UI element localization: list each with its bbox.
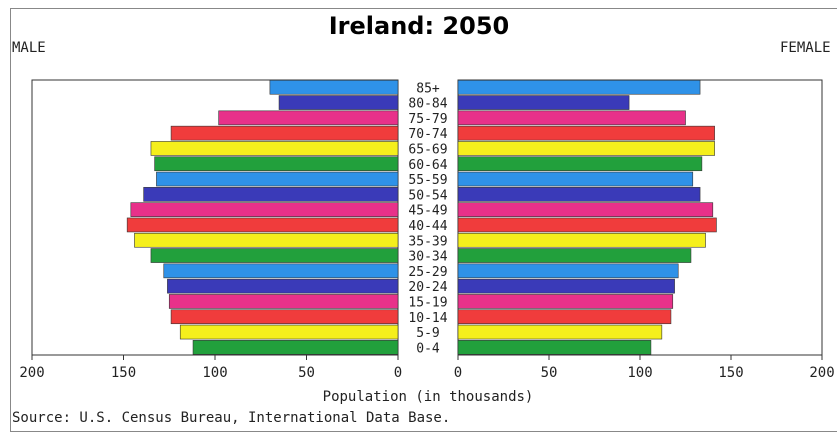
male-bar-25-29 [163,263,399,279]
male-bar-65-69 [150,141,399,156]
female-bar-70-74 [457,125,715,141]
female-bar-10-14 [457,309,672,325]
age-group-label: 10-14 [408,311,447,326]
female-tick-label: 150 [718,365,743,381]
female-bar-30-34 [457,248,692,263]
female-bar-65-69 [457,141,715,156]
male-bar-10-14 [170,309,399,325]
age-group-label: 25-29 [408,265,447,280]
male-bar-50-54 [143,187,399,202]
female-bar-40-44 [457,217,717,233]
age-group-label: 40-44 [408,219,447,234]
male-bar-55-59 [156,171,399,187]
age-group-label: 5-9 [416,326,439,341]
male-bar-5-9 [179,324,399,340]
male-bar-15-19 [168,294,399,309]
male-bar-75-79 [218,110,399,126]
female-label: FEMALE [780,40,831,56]
male-bar-60-64 [154,156,399,172]
female-bar-0-4 [457,340,652,355]
male-tick-label: 200 [19,365,44,381]
age-group-label: 30-34 [408,250,447,265]
male-tick-label: 50 [298,365,315,381]
source-note: Source: U.S. Census Bureau, Internationa… [12,410,451,426]
male-bar-80-84 [278,95,399,110]
age-group-label: 80-84 [408,97,447,112]
age-group-label: 60-64 [408,158,447,173]
x-axis-label: Population (in thousands) [323,389,534,405]
male-bar-0-4 [192,340,399,355]
female-tick-label: 100 [627,365,652,381]
female-bar-50-54 [457,187,701,202]
age-group-label: 70-74 [408,127,447,142]
age-group-label: 45-49 [408,204,447,219]
female-bar-75-79 [457,110,686,126]
female-bar-5-9 [457,324,663,340]
male-bar-30-34 [150,248,399,263]
female-bar-20-24 [457,278,675,294]
female-tick-label: 200 [809,365,834,381]
age-group-label: 75-79 [408,112,447,127]
female-bar-25-29 [457,263,679,279]
age-group-label: 85+ [416,81,440,96]
male-bar-40-44 [126,217,399,233]
male-bar-85+ [269,79,399,95]
male-tick-label: 100 [202,365,227,381]
female-bar-35-39 [457,232,706,248]
female-bar-80-84 [457,95,630,110]
male-bar-70-74 [170,125,399,141]
male-tick-label: 0 [394,365,402,381]
age-group-label: 65-69 [408,142,447,157]
age-group-label: 20-24 [408,280,447,295]
male-bar-45-49 [130,202,399,217]
age-group-label: 55-59 [408,173,447,188]
male-bar-20-24 [167,278,399,294]
male-label: MALE [12,40,46,56]
female-bar-60-64 [457,156,703,172]
female-bar-85+ [457,79,701,95]
male-tick-label: 150 [111,365,136,381]
female-bar-15-19 [457,294,674,309]
female-tick-label: 0 [454,365,462,381]
chart-title: Ireland: 2050 [328,12,510,40]
female-tick-label: 50 [541,365,558,381]
age-group-label: 0-4 [416,341,440,356]
age-group-label: 15-19 [408,295,447,310]
age-group-label: 50-54 [408,188,447,203]
female-bar-45-49 [457,202,714,217]
male-bar-35-39 [134,232,399,248]
female-bar-55-59 [457,171,694,187]
age-group-label: 35-39 [408,234,447,249]
